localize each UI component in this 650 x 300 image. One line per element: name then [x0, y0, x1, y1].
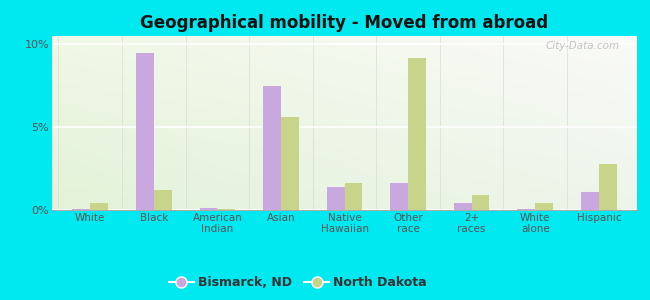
- Bar: [154, 190, 172, 210]
- Bar: [281, 117, 299, 210]
- Bar: [200, 208, 217, 210]
- Bar: [408, 58, 426, 210]
- Bar: [599, 164, 617, 210]
- Bar: [535, 203, 553, 210]
- Legend: Bismarck, ND, North Dakota: Bismarck, ND, North Dakota: [164, 271, 432, 294]
- Bar: [517, 209, 535, 210]
- Bar: [327, 187, 344, 210]
- Bar: [454, 202, 472, 210]
- Bar: [72, 209, 90, 210]
- Bar: [344, 183, 362, 210]
- Bar: [90, 202, 108, 210]
- Bar: [217, 209, 235, 210]
- Bar: [390, 184, 408, 210]
- Bar: [263, 86, 281, 210]
- Title: Geographical mobility - Moved from abroad: Geographical mobility - Moved from abroa…: [140, 14, 549, 32]
- Text: City-Data.com: City-Data.com: [545, 41, 619, 51]
- Bar: [581, 192, 599, 210]
- Bar: [472, 195, 489, 210]
- Bar: [136, 52, 154, 210]
